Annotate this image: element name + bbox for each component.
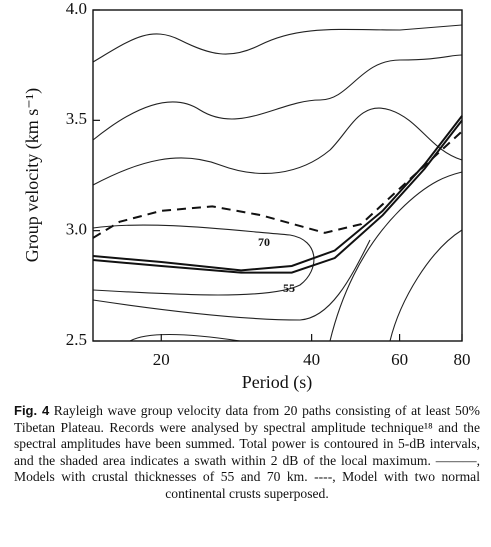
contour	[92, 239, 371, 321]
contours	[92, 24, 463, 342]
caption-text: Rayleigh wave group velocity data from 2…	[14, 403, 480, 501]
y-axis-label: Group velocity (km s⁻¹)	[22, 88, 43, 262]
curve-label: 55	[283, 281, 295, 295]
x-tick-label: 20	[153, 350, 170, 369]
contour	[329, 171, 463, 342]
y-tick-label: 3.5	[66, 109, 87, 128]
x-tick-label: 80	[454, 350, 471, 369]
contour	[129, 333, 241, 342]
chart: Period (s) Group velocity (km s⁻¹) 20 40 6…	[22, 0, 471, 393]
y-tick-label: 2.5	[66, 330, 87, 349]
x-axis-label: Period (s)	[242, 372, 313, 393]
contour	[92, 54, 463, 141]
y-tick-label: 4.0	[66, 0, 87, 18]
caption: Fig. 4 Rayleigh wave group velocity data…	[14, 403, 480, 503]
contour	[92, 224, 315, 296]
x-tick-label: 40	[303, 350, 320, 369]
model-curve	[92, 119, 463, 274]
model-curve	[92, 115, 463, 272]
contour	[92, 24, 463, 63]
y-tick-label: 3.0	[66, 220, 87, 239]
contour	[389, 229, 463, 342]
model-curve	[92, 130, 463, 239]
caption-label: Fig. 4	[14, 403, 50, 418]
curve-label: 70	[258, 235, 270, 249]
plot-frame	[92, 9, 463, 342]
contour	[92, 107, 463, 186]
x-tick-label: 60	[391, 350, 408, 369]
